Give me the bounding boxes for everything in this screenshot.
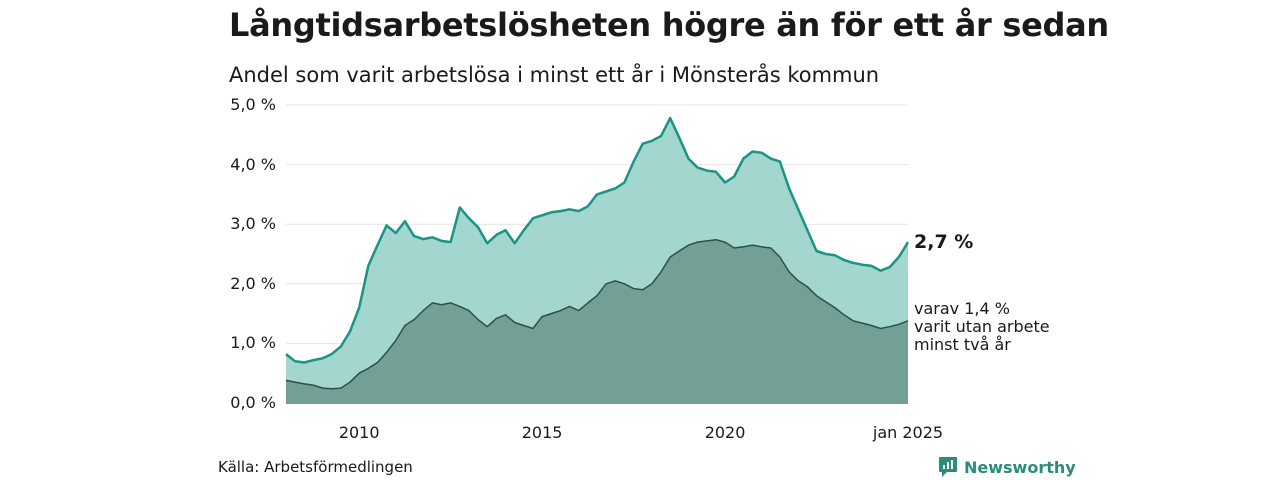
sub-series-label-line: varav 1,4 % [914,299,1010,318]
bar-chart-icon [939,457,957,477]
y-tick-label: 3,0 % [230,214,276,234]
y-tick-label: 2,0 % [230,273,276,293]
chart-title: Långtidsarbetslösheten högre än för ett … [229,6,1109,44]
chart-subtitle: Andel som varit arbetslösa i minst ett å… [229,63,880,87]
series-areas [286,118,908,403]
series-line-1 [285,116,910,364]
last-value-label: 2,7 % [914,231,974,253]
y-tick-label: 5,0 % [230,95,276,114]
source-note: Källa: Arbetsförmedlingen [218,458,413,476]
sub-series-label-line: minst två år [914,335,1011,354]
y-tick-label: 0,0 % [230,393,276,412]
sub-series-label-line: varit utan arbete [914,317,1050,336]
x-tick-label: 2015 [521,423,563,442]
y-tick-label: 4,0 % [230,154,276,174]
series-line-2 [285,238,909,390]
y-tick-label: 1,0 % [230,333,276,353]
x-tick-label: 2010 [338,423,380,442]
series-area-2 [286,239,908,403]
brand-logo[interactable]: Newsworthy [938,456,1076,478]
x-tick-label: 2020 [704,423,746,442]
brand-name: Newsworthy [964,457,1076,477]
series-lines [285,116,910,390]
sub-series-label: varav 1,4 % varit utan arbete minst två … [914,300,1050,354]
x-tick-label: jan 2025 [872,423,944,442]
